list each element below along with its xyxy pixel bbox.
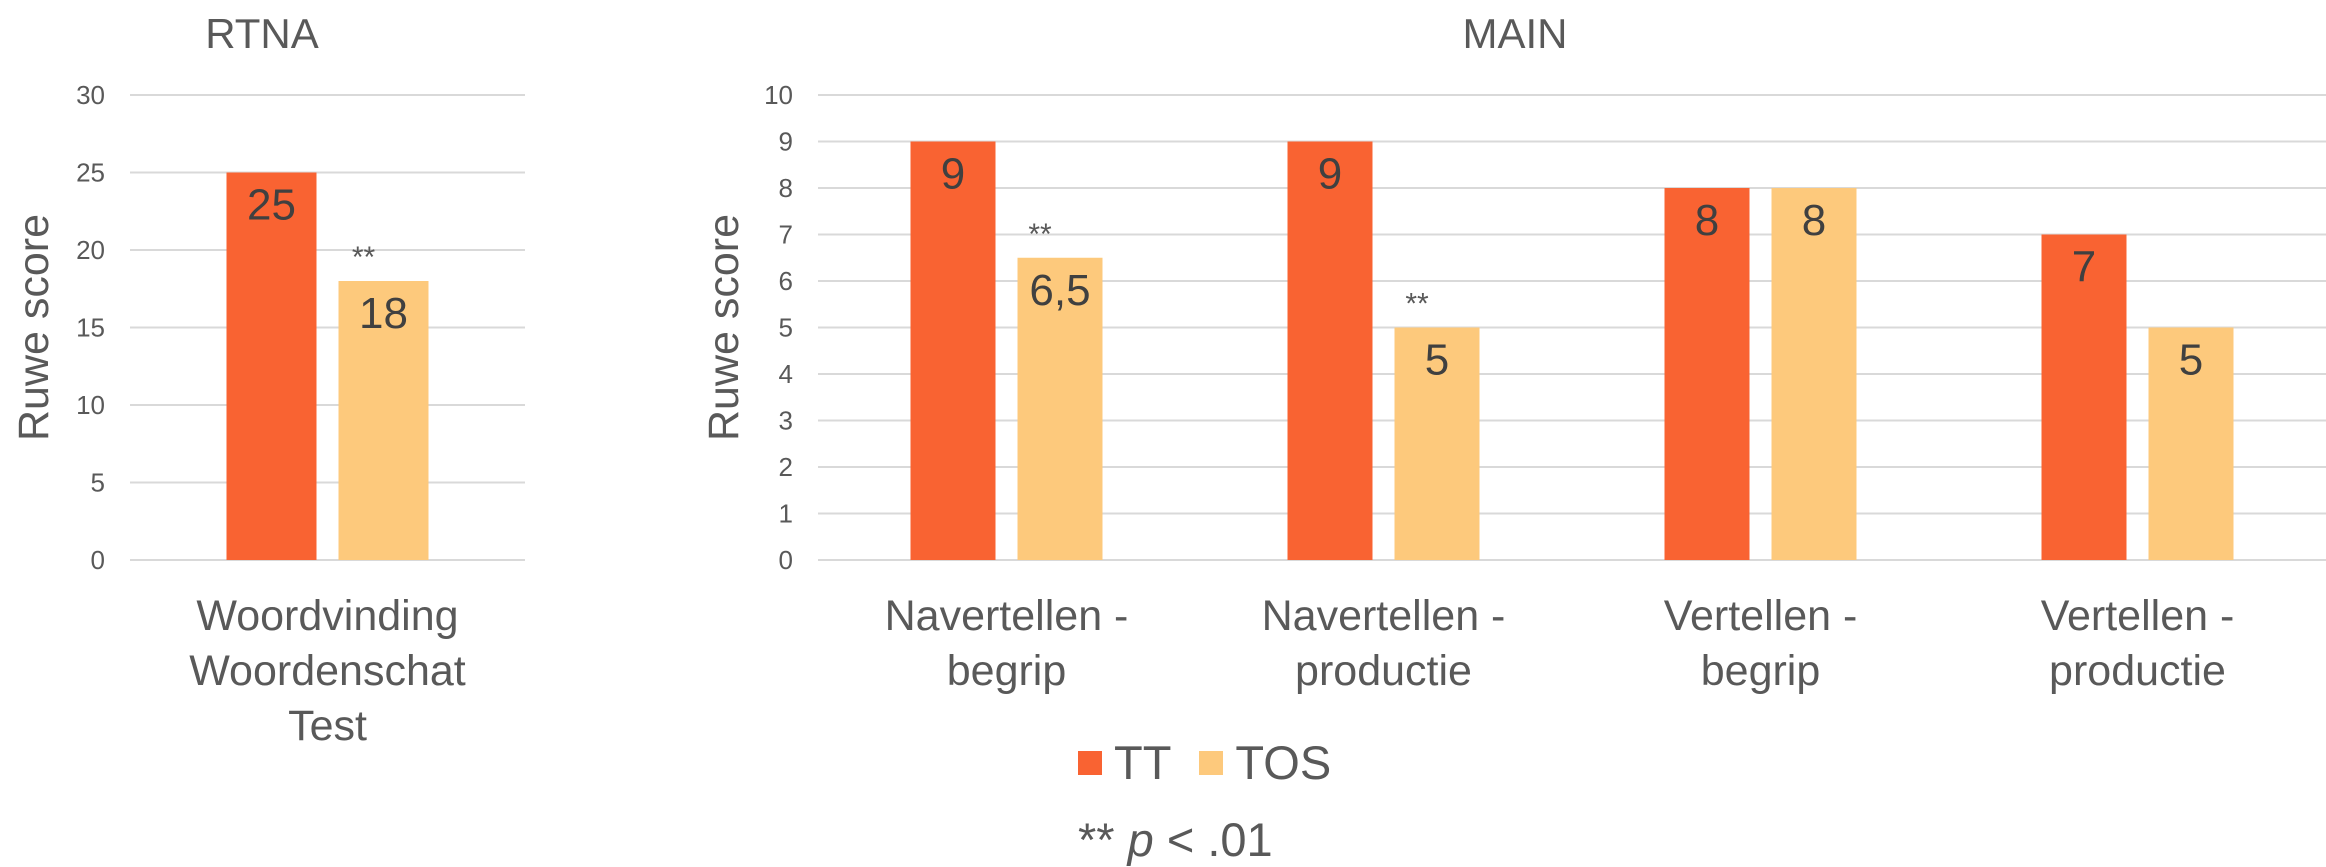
x-category-label: Navertellen - bbox=[1262, 592, 1506, 640]
x-category-label: begrip bbox=[1701, 647, 1821, 695]
y-tick-label: 6 bbox=[779, 266, 793, 296]
y-tick-label: 2 bbox=[779, 452, 793, 482]
data-label: 25 bbox=[247, 181, 296, 230]
x-category-label: Vertellen - bbox=[1664, 592, 1858, 640]
y-tick-label: 25 bbox=[76, 158, 105, 188]
y-tick-label: 9 bbox=[779, 127, 793, 157]
significance-footnote: ** p < .01 bbox=[1078, 812, 1273, 867]
x-category-label: begrip bbox=[947, 647, 1067, 695]
bar-tos bbox=[1771, 188, 1857, 560]
y-tick-label: 7 bbox=[779, 220, 793, 250]
y-axis-label: Ruwe score bbox=[700, 214, 748, 441]
data-label: 9 bbox=[941, 150, 965, 199]
footnote-suffix: < .01 bbox=[1153, 813, 1273, 866]
x-category-label: Vertellen - bbox=[2041, 592, 2235, 640]
legend-swatch-tos bbox=[1199, 750, 1224, 775]
x-category-label: productie bbox=[2049, 647, 2226, 695]
bar-tos bbox=[1017, 257, 1103, 560]
y-tick-label: 30 bbox=[76, 80, 105, 110]
x-category-label: Navertellen - bbox=[885, 592, 1129, 640]
data-label: 7 bbox=[2072, 243, 2096, 292]
significance-marker: ** bbox=[352, 241, 376, 274]
y-tick-label: 5 bbox=[779, 313, 793, 343]
x-category-label: Test bbox=[288, 702, 367, 750]
legend-label-tos: TOS bbox=[1235, 736, 1332, 789]
legend: TT TOS bbox=[1078, 735, 1359, 790]
y-tick-label: 5 bbox=[91, 468, 105, 498]
y-tick-label: 3 bbox=[779, 406, 793, 436]
footnote-prefix: ** bbox=[1078, 813, 1128, 866]
y-tick-label: 4 bbox=[779, 359, 793, 389]
x-category-label: productie bbox=[1295, 647, 1472, 695]
y-tick-label: 10 bbox=[764, 80, 793, 110]
data-label: 18 bbox=[359, 289, 408, 338]
y-tick-label: 20 bbox=[76, 235, 105, 265]
significance-marker: ** bbox=[1405, 288, 1429, 321]
legend-label-tt: TT bbox=[1114, 736, 1172, 789]
bar-tos bbox=[1394, 327, 1480, 560]
data-label: 6,5 bbox=[1029, 266, 1090, 315]
data-label: 5 bbox=[1425, 336, 1449, 385]
y-tick-label: 0 bbox=[91, 545, 105, 575]
bar-tt bbox=[2041, 234, 2127, 560]
chart-title: MAIN bbox=[1463, 10, 1568, 57]
y-tick-label: 15 bbox=[76, 313, 105, 343]
legend-item-tt: TT bbox=[1078, 735, 1171, 790]
chart-title: RTNA bbox=[205, 10, 319, 57]
data-label: 8 bbox=[1695, 196, 1719, 245]
data-label: 9 bbox=[1318, 150, 1342, 199]
bar-tt bbox=[1664, 188, 1750, 560]
y-tick-label: 0 bbox=[779, 545, 793, 575]
bar-tt bbox=[910, 141, 996, 560]
bar-tt bbox=[1287, 141, 1373, 560]
bar-tt bbox=[226, 172, 317, 560]
x-category-label: Woordvinding bbox=[196, 592, 458, 640]
bar-tos bbox=[338, 281, 429, 560]
legend-item-tos: TOS bbox=[1199, 735, 1331, 790]
x-category-label: Woordenschat bbox=[189, 647, 466, 695]
y-tick-label: 8 bbox=[779, 173, 793, 203]
y-tick-label: 10 bbox=[76, 390, 105, 420]
y-axis-label: Ruwe score bbox=[10, 214, 58, 441]
data-label: 8 bbox=[1802, 196, 1826, 245]
legend-swatch-tt bbox=[1078, 750, 1102, 775]
footnote-p: p bbox=[1127, 813, 1154, 866]
y-tick-label: 1 bbox=[779, 499, 793, 529]
data-label: 5 bbox=[2179, 336, 2203, 385]
bar-tos bbox=[2148, 327, 2234, 560]
significance-marker: ** bbox=[1028, 218, 1052, 251]
